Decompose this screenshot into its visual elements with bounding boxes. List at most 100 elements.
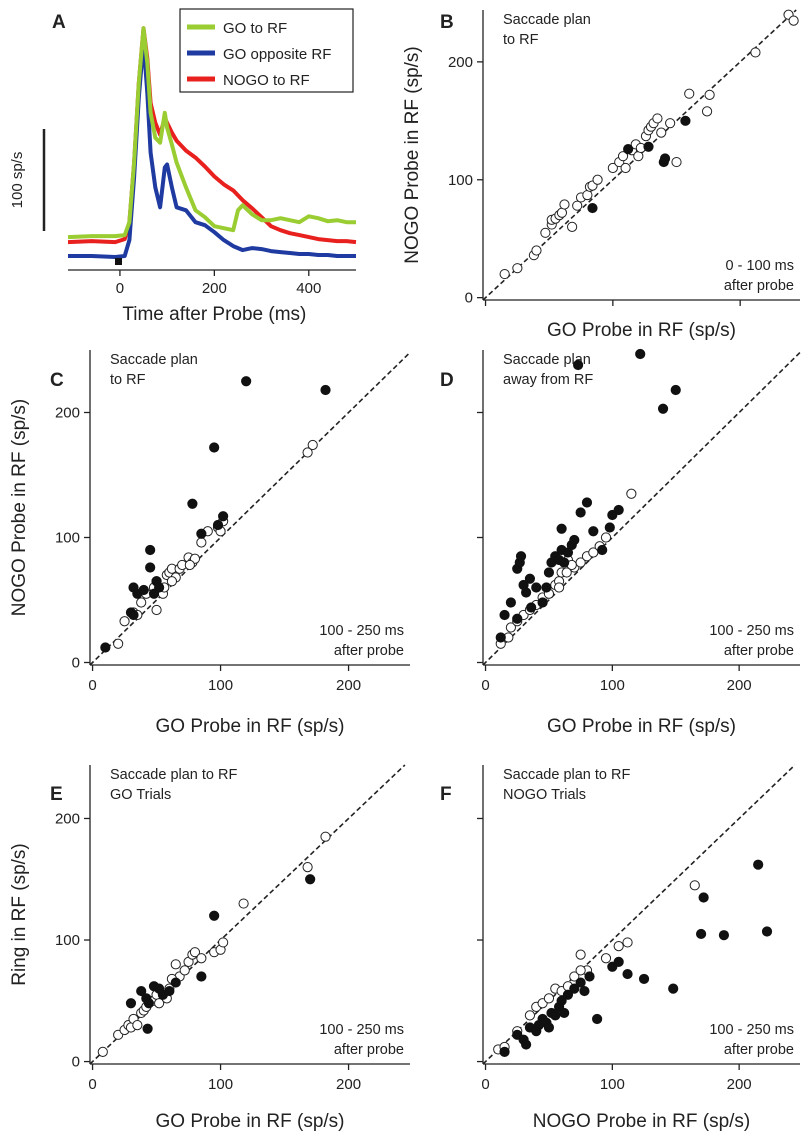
- point-filled-0: [623, 144, 634, 155]
- point-open-20: [626, 488, 637, 499]
- point-filled-15: [218, 511, 229, 522]
- panel-e: E 0 100 200 0 100 200 GO Probe in RF (sp/s) Ring…: [9, 764, 410, 1132]
- x-ticklabel-a-2: 400: [296, 280, 321, 297]
- unity-line: [482, 764, 796, 1065]
- point-open-32: [665, 118, 676, 129]
- point-filled-26: [604, 522, 615, 533]
- point-open-21: [620, 162, 631, 174]
- x-ticklabel-2: 200: [727, 1076, 752, 1093]
- point-filled-22: [613, 956, 624, 968]
- x-ticklabel-a-0: 0: [116, 280, 124, 297]
- point-filled-28: [613, 504, 624, 516]
- point-open-22: [561, 567, 572, 578]
- point-open-12: [572, 200, 583, 211]
- y-ticklabel-2: 200: [55, 405, 80, 422]
- point-open-4: [540, 227, 551, 238]
- x-axis-label-a: Time after Probe (ms): [122, 304, 306, 325]
- point-filled-5: [587, 202, 598, 214]
- point-filled-16: [241, 376, 252, 387]
- title-note-0: Saccade plan to RF: [110, 767, 237, 783]
- panel-f: F 0 100 200 NOGO Probe in RF (sp/s) Saccade p…: [440, 764, 800, 1132]
- legend: GO to RF GO opposite RF NOGO to RF: [179, 8, 354, 93]
- unity-line: [482, 351, 801, 666]
- point-filled-2: [128, 609, 139, 621]
- point-filled-8: [521, 587, 532, 598]
- panel-letter-b: B: [440, 12, 454, 33]
- point-filled-14: [559, 1007, 570, 1019]
- point-filled-0: [125, 998, 137, 1009]
- point-open-36: [704, 89, 715, 100]
- y-axis-label: Ring in RF (sp/s): [9, 843, 30, 986]
- point-filled-21: [569, 534, 580, 546]
- point-filled-29: [753, 859, 764, 870]
- x-ticklabel-1: 100: [208, 1076, 233, 1093]
- y-ticklabel-1: 100: [55, 932, 80, 949]
- point-filled-11: [187, 498, 198, 509]
- window-note-0: 100 - 250 ms: [709, 1022, 794, 1038]
- point-open-17: [592, 174, 603, 185]
- title-note-1: NOGO Trials: [503, 787, 586, 803]
- point-filled-31: [657, 403, 669, 414]
- point-filled-3: [142, 1023, 153, 1034]
- point-open-19: [196, 537, 207, 548]
- point-filled-23: [581, 497, 593, 508]
- point-filled-5: [138, 584, 149, 596]
- point-filled-1: [643, 141, 654, 152]
- point-open-6: [132, 1020, 143, 1031]
- x-axis-label: GO Probe in RF (sp/s): [156, 716, 345, 737]
- window-note-1: after probe: [334, 1042, 404, 1058]
- panel-letter-f: F: [440, 784, 452, 805]
- point-open-17: [575, 965, 586, 976]
- point-filled-9: [524, 573, 536, 584]
- point-filled-11: [209, 910, 220, 921]
- x-ticklabel-2: 200: [727, 677, 752, 694]
- point-filled-23: [622, 968, 633, 980]
- point-filled-4: [680, 115, 691, 126]
- point-filled-14: [212, 519, 224, 531]
- point-open-39: [788, 15, 799, 26]
- point-filled-3: [521, 1039, 532, 1050]
- point-open-3: [531, 245, 542, 256]
- point-open-24: [302, 447, 313, 458]
- point-open-26: [151, 604, 162, 616]
- y-ticklabel-0: 0: [72, 655, 80, 672]
- window-note-1: after probe: [334, 643, 404, 659]
- y-axis-label: NOGO Probe in RF (sp/s): [402, 46, 423, 264]
- point-open-4: [136, 597, 147, 608]
- point-filled-10: [154, 582, 165, 593]
- window-note-0: 100 - 250 ms: [319, 623, 404, 639]
- title-note-1: away from RF: [503, 372, 593, 388]
- y-ticklabel-2: 200: [55, 810, 80, 827]
- point-open-10: [559, 199, 570, 210]
- window-note-0: 0 - 100 ms: [726, 258, 795, 274]
- point-open-10: [569, 971, 580, 982]
- point-open-16: [689, 880, 700, 891]
- point-open-37: [750, 47, 761, 58]
- point-filled-24: [588, 526, 599, 537]
- point-filled-4: [143, 998, 154, 1009]
- point-filled-17: [575, 977, 586, 988]
- title-note-1: to RF: [503, 32, 539, 48]
- point-filled-3: [659, 153, 671, 164]
- point-open-23: [196, 953, 207, 964]
- point-open-18: [607, 162, 618, 174]
- title-note-1: GO Trials: [110, 787, 171, 803]
- point-open-31: [656, 127, 667, 138]
- point-open-35: [701, 106, 713, 117]
- point-filled-13: [556, 995, 567, 1006]
- panel-letter-e: E: [50, 784, 63, 805]
- point-open-19: [179, 965, 190, 976]
- point-open-0: [97, 1046, 108, 1057]
- panel-letter-d: D: [440, 370, 454, 391]
- point-filled-14: [543, 567, 555, 578]
- window-note-0: 100 - 250 ms: [319, 1022, 404, 1038]
- window-note-0: 100 - 250 ms: [709, 623, 794, 639]
- point-open-29: [320, 831, 331, 842]
- y-ticklabel-1: 100: [55, 530, 80, 547]
- point-filled-11: [531, 582, 542, 593]
- point-filled-25: [597, 544, 608, 556]
- point-filled-10: [526, 602, 537, 613]
- x-ticklabel-2: 200: [336, 677, 361, 694]
- point-filled-13: [209, 442, 220, 453]
- point-filled-24: [638, 973, 650, 985]
